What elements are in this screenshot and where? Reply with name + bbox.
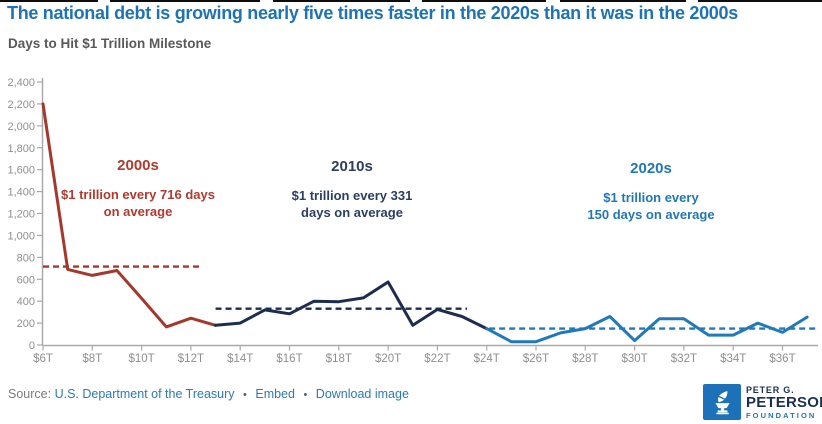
svg-text:200: 200 xyxy=(17,318,35,330)
svg-text:$12T: $12T xyxy=(178,353,204,365)
annotation-2020s-heading: 2020s xyxy=(630,160,672,177)
svg-text:2,400: 2,400 xyxy=(7,77,35,89)
logo-line2: PETERSON xyxy=(746,393,822,411)
svg-text:400: 400 xyxy=(17,296,35,308)
peterson-foundation-logo: PETER G. PETERSON FOUNDATION xyxy=(703,384,822,420)
logo-line3: FOUNDATION xyxy=(746,410,817,420)
svg-text:$34T: $34T xyxy=(720,353,746,365)
annotation-2020s-text: $1 trillion every 150 days on average xyxy=(587,190,715,222)
annotation-2020s: 2020s $1 trillion every 150 days on avera… xyxy=(556,160,746,223)
svg-text:0: 0 xyxy=(29,340,35,352)
torch-icon xyxy=(703,384,741,420)
separator-dot: • xyxy=(243,389,247,401)
svg-text:$36T: $36T xyxy=(769,353,795,365)
source-link[interactable]: U.S. Department of the Treasury xyxy=(54,387,235,401)
download-image-link[interactable]: Download image xyxy=(315,387,409,401)
svg-text:$30T: $30T xyxy=(621,353,647,365)
annotation-2000s-text: $1 trillion every 716 days on average xyxy=(61,187,215,219)
svg-text:1,800: 1,800 xyxy=(7,143,35,155)
annotation-2010s: 2010s $1 trillion every 331 days on avera… xyxy=(257,158,447,221)
source-prefix: Source: xyxy=(8,387,52,401)
source-line: Source: U.S. Department of the Treasury … xyxy=(8,387,409,401)
svg-text:$20T: $20T xyxy=(375,353,401,365)
svg-text:1,200: 1,200 xyxy=(7,209,35,221)
svg-text:$16T: $16T xyxy=(276,353,302,365)
svg-text:$10T: $10T xyxy=(128,353,154,365)
svg-text:$8T: $8T xyxy=(82,353,102,365)
svg-text:$32T: $32T xyxy=(671,353,697,365)
logo-wordmark: PETER G. PETERSON FOUNDATION xyxy=(746,385,822,420)
annotation-2000s-heading: 2000s xyxy=(117,157,159,174)
chart-subtitle: Days to Hit $1 Trillion Milestone xyxy=(8,36,212,51)
svg-text:$24T: $24T xyxy=(474,353,500,365)
svg-text:600: 600 xyxy=(17,274,35,286)
svg-text:2,000: 2,000 xyxy=(7,121,35,133)
svg-text:800: 800 xyxy=(17,252,35,264)
chart-title: The national debt is growing nearly five… xyxy=(7,3,738,23)
logo-line1: PETER G. xyxy=(746,384,795,395)
svg-text:$26T: $26T xyxy=(523,353,549,365)
svg-text:1,000: 1,000 xyxy=(7,230,35,242)
svg-text:$18T: $18T xyxy=(326,353,352,365)
svg-text:2,200: 2,200 xyxy=(7,99,35,111)
svg-text:1,600: 1,600 xyxy=(7,165,35,177)
svg-text:$14T: $14T xyxy=(227,353,253,365)
annotation-2010s-heading: 2010s xyxy=(331,158,373,175)
svg-text:$22T: $22T xyxy=(424,353,450,365)
svg-text:1,400: 1,400 xyxy=(7,187,35,199)
separator-dot: • xyxy=(303,389,308,401)
embed-link[interactable]: Embed xyxy=(255,387,295,401)
svg-text:$6T: $6T xyxy=(33,353,53,365)
annotation-2000s: 2000s $1 trillion every 716 days on avera… xyxy=(40,157,236,220)
svg-text:$28T: $28T xyxy=(572,353,598,365)
annotation-2010s-text: $1 trillion every 331 days on average xyxy=(291,188,413,220)
